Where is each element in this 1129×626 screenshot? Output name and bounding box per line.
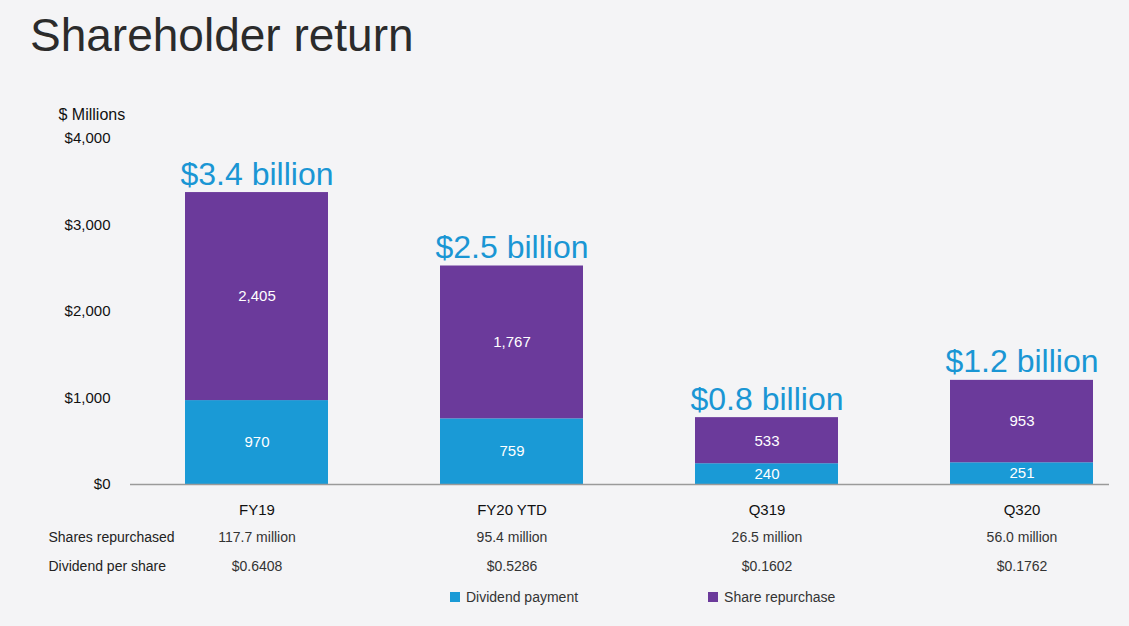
svg-text:$3.4 billion: $3.4 billion bbox=[181, 156, 334, 192]
svg-text:$0.1762: $0.1762 bbox=[997, 558, 1048, 574]
svg-text:$0.6408: $0.6408 bbox=[232, 558, 283, 574]
svg-text:FY20 YTD: FY20 YTD bbox=[477, 501, 547, 518]
svg-text:251: 251 bbox=[1009, 464, 1034, 481]
svg-text:26.5 million: 26.5 million bbox=[732, 529, 803, 545]
svg-text:240: 240 bbox=[754, 465, 779, 482]
svg-text:$4,000: $4,000 bbox=[65, 129, 111, 146]
svg-text:$1.2 billion: $1.2 billion bbox=[946, 343, 1099, 379]
html-text:Share repurchase: Share repurchase bbox=[724, 589, 836, 605]
svg-text:$3,000: $3,000 bbox=[65, 216, 111, 233]
svg-text:Dividend per share: Dividend per share bbox=[49, 558, 167, 574]
svg-text:56.0 million: 56.0 million bbox=[987, 529, 1058, 545]
html-text:Dividend payment: Dividend payment bbox=[466, 589, 579, 605]
svg-text:117.7 million: 117.7 million bbox=[218, 529, 296, 545]
svg-text:FY19: FY19 bbox=[239, 501, 275, 518]
svg-text:953: 953 bbox=[1009, 412, 1034, 429]
svg-text:Q320: Q320 bbox=[1004, 501, 1041, 518]
html-text:Shareholder return: Shareholder return bbox=[30, 9, 414, 61]
svg-text:2,405: 2,405 bbox=[238, 287, 276, 304]
svg-text:$0.8 billion: $0.8 billion bbox=[691, 381, 844, 417]
svg-text:$1,000: $1,000 bbox=[65, 389, 111, 406]
svg-text:95.4 million: 95.4 million bbox=[477, 529, 548, 545]
svg-text:$0.1602: $0.1602 bbox=[742, 558, 793, 574]
svg-text:1,767: 1,767 bbox=[493, 333, 531, 350]
svg-text:$ Millions: $ Millions bbox=[59, 106, 126, 123]
svg-text:533: 533 bbox=[754, 431, 779, 448]
svg-text:$0: $0 bbox=[94, 475, 111, 492]
svg-text:Q319: Q319 bbox=[749, 501, 786, 518]
svg-text:Shares repurchased: Shares repurchased bbox=[49, 529, 175, 545]
svg-text:970: 970 bbox=[244, 433, 269, 450]
svg-text:$2.5 billion: $2.5 billion bbox=[436, 229, 589, 265]
svg-text:$2,000: $2,000 bbox=[65, 302, 111, 319]
svg-text:759: 759 bbox=[499, 442, 524, 459]
svg-text:$0.5286: $0.5286 bbox=[487, 558, 538, 574]
